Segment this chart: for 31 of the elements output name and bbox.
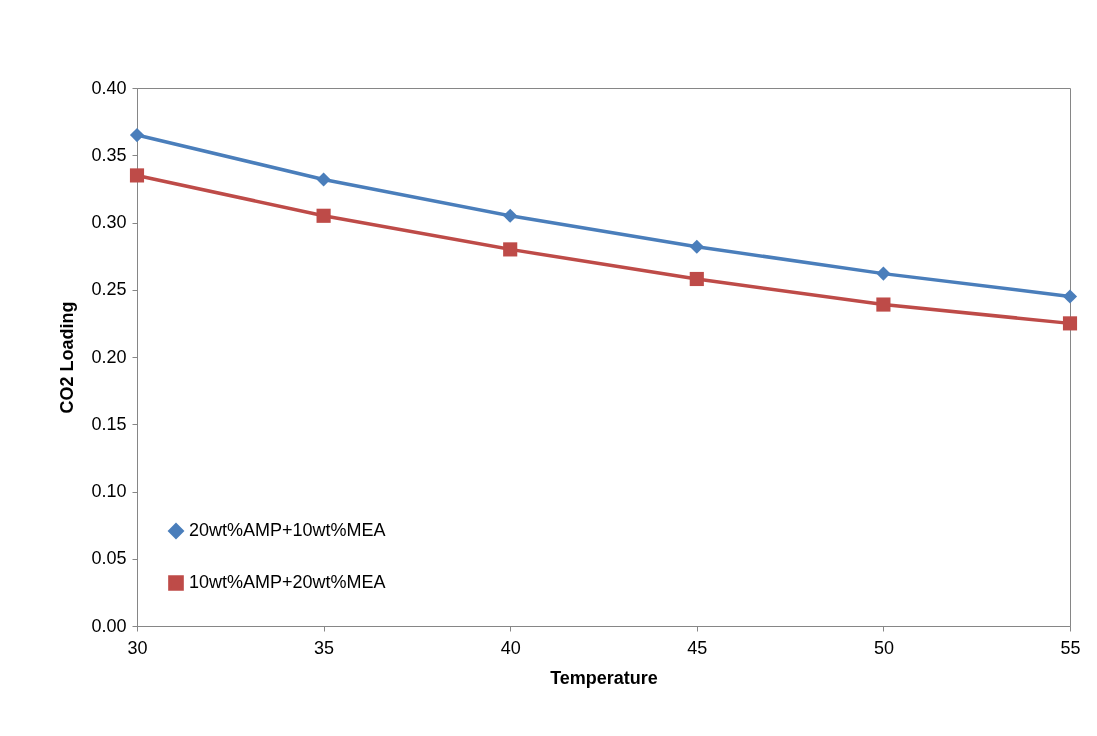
point [689,271,704,287]
point [1062,316,1078,331]
x-axis-title: Temperature [550,667,658,688]
y-tick-label: 0.30 [91,212,127,232]
legend-label: 20wt%AMP+10wt%MEA [189,520,386,540]
x-tick-label: 40 [500,637,521,658]
point [689,239,704,254]
y-tick-label: 0.20 [91,346,127,367]
point [1062,289,1078,304]
y-axis-title: CO2 Loading [57,301,78,414]
y-tick-label: 0.40 [91,77,127,98]
point [503,208,518,223]
point [316,208,331,223]
point [316,172,331,187]
y-tick-label: 0.05 [91,548,127,569]
legend-label: 10wt%AMP+20wt%MEA [189,572,386,592]
x-tick-label: 50 [873,637,894,658]
x-tick-label: 30 [127,637,148,658]
y-tick-label: 0.25 [91,279,127,300]
x-tick-label: 55 [1060,637,1081,658]
point [503,242,518,257]
x-tick-label: 45 [687,637,708,658]
y-tick-label: 0.15 [91,413,127,434]
point [129,128,145,143]
y-tick-label: 0.10 [91,481,127,501]
point [129,168,145,183]
y-tick-label: 0.00 [91,615,127,636]
y-tick-label: 0.35 [91,144,127,165]
x-tick-label: 35 [314,637,335,658]
point [876,266,891,281]
point [876,297,891,312]
